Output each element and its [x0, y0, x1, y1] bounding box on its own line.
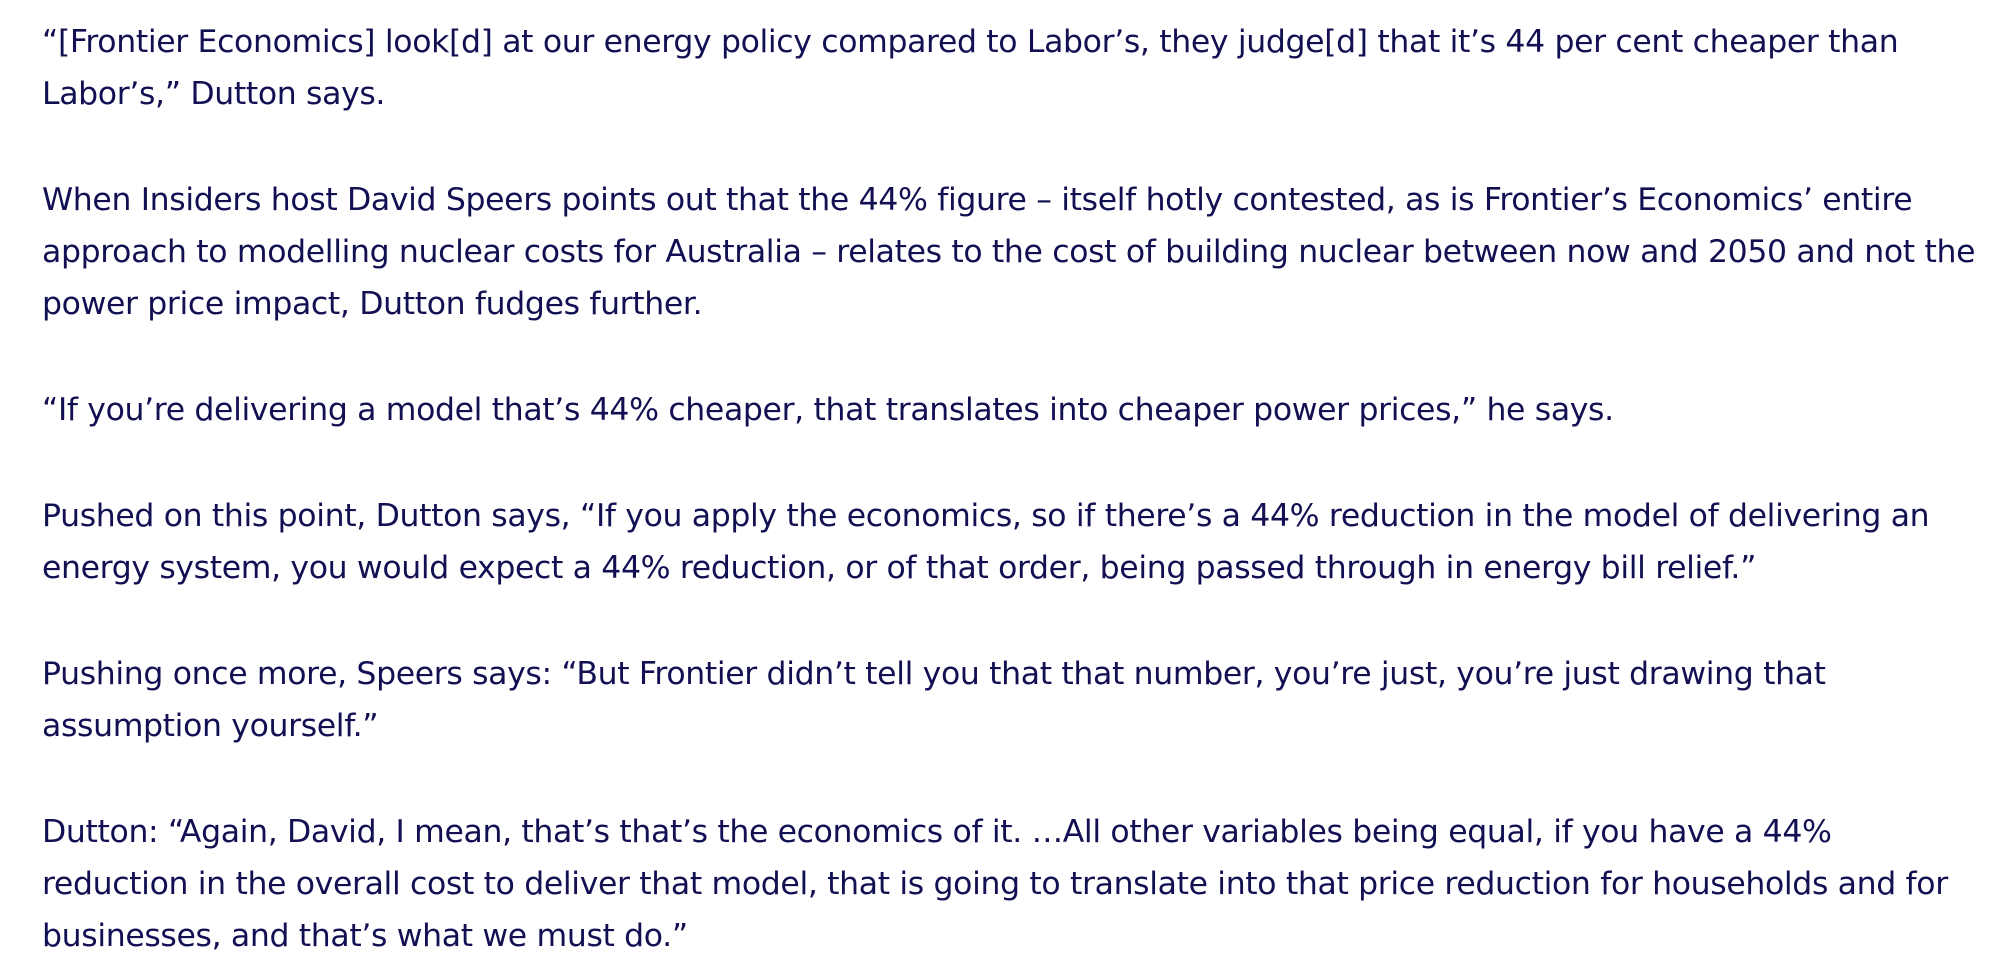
paragraph-pushing-once-more: Pushing once more, Speers says: “But Fro… [42, 656, 1826, 744]
paragraph-dutton-cheaper-prices: “If you’re delivering a model that’s 44%… [42, 392, 1614, 428]
paragraph-dutton-response: Dutton: “Again, David, I mean, that’s th… [42, 814, 1948, 954]
paragraph-speers-points-out: When Insiders host David Speers points o… [42, 182, 1976, 322]
article-body: “[Frontier Economics] look[d] at our ene… [42, 16, 1982, 962]
paragraph-pushed-on-point: Pushed on this point, Dutton says, “If y… [42, 498, 1930, 586]
paragraph-frontier-quote: “[Frontier Economics] look[d] at our ene… [42, 24, 1899, 112]
